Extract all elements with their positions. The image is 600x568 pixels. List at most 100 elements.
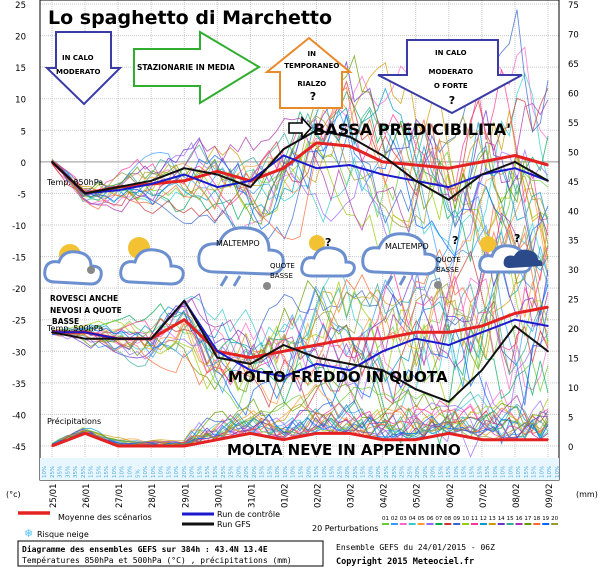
storm-cloud-icon: MALTEMPO QUOTE BASSE: [197, 226, 295, 290]
snow-risk-value: 20%: [190, 466, 196, 478]
annotation-quote2-line2: BASSE: [436, 266, 459, 274]
chart-title: Lo spaghetto di Marchetto: [48, 7, 332, 29]
series-point: [84, 331, 86, 334]
series-point: [381, 154, 384, 157]
series-point: [51, 445, 53, 447]
arrow-down-large-icon: IN CALO MODERATO O FORTE ?: [377, 39, 523, 115]
storm-cloud-icon-2: MALTEMPO ? QUOTE BASSE: [361, 232, 461, 289]
snow-risk-value: 25%: [392, 466, 398, 478]
series-point: [514, 438, 516, 441]
perturbation-number: 04: [409, 516, 416, 522]
y-right-tick-label: 55: [568, 119, 579, 129]
snow-risk-value: 15%: [299, 466, 305, 478]
y-right-tick-label: 65: [568, 60, 579, 70]
perturbation-line: [51, 225, 549, 379]
series-point: [381, 369, 384, 372]
series-point: [348, 337, 351, 340]
snow-risk-value: 10%: [516, 466, 522, 478]
annotation-arrow1-line1: IN CALO: [62, 54, 94, 62]
snow-risk-value: 10%: [322, 466, 328, 478]
x-tick-label: 06/02: [446, 484, 456, 509]
snow-risk-value: 25%: [384, 466, 390, 478]
series-point: [547, 350, 549, 353]
series-point: [216, 186, 219, 188]
perturbation-number: 14: [498, 516, 505, 522]
series-point: [84, 192, 86, 195]
series-point: [282, 350, 285, 353]
x-tick-label: 01/02: [280, 484, 290, 509]
annotation-arrow3-line4: ?: [310, 90, 316, 103]
annotation-rovesci-line2: NEVOSI A QUOTE: [50, 306, 122, 315]
series-line-precip: [51, 431, 548, 448]
series-point: [249, 369, 252, 372]
perturbation-line: [51, 277, 549, 404]
sun-cloud-icon: [119, 237, 185, 286]
perturbation-number: 11: [471, 516, 478, 522]
perturbation-number: 10: [462, 516, 469, 522]
series-point: [315, 356, 318, 359]
perturbation-number: 20: [551, 516, 558, 522]
legend-perturbations-label: 20 Perturbations: [312, 524, 378, 533]
snow-risk-value: 25%: [50, 466, 56, 478]
snow-risk-value: 5%: [135, 469, 141, 478]
x-tick-label: 04/02: [380, 484, 390, 509]
bassa-predicibilita: BASSA PREDICIBILITA': [288, 115, 511, 141]
y-right-tick-label: 30: [568, 266, 579, 276]
series-point: [117, 337, 119, 340]
snow-risk-value: 35%: [73, 466, 79, 478]
annotation-maltempo1: MALTEMPO: [216, 239, 260, 248]
snow-risk-value: 10%: [151, 466, 157, 478]
x-tick-label: 26/01: [82, 484, 92, 509]
series-point: [481, 331, 483, 334]
snow-risk-value: 20%: [244, 466, 250, 478]
snow-risk-value: 15%: [314, 466, 320, 478]
legend-mean-label: Moyenne des scénarios: [58, 512, 152, 522]
legend-snow-label: Risque neige: [37, 530, 89, 539]
series-point: [51, 331, 53, 334]
main-series: [50, 129, 549, 448]
series-point: [414, 180, 417, 182]
series-point: [448, 167, 450, 169]
snow-risk-value: 15%: [267, 466, 273, 478]
series-point: [183, 299, 186, 302]
perturbation-number: 09: [453, 516, 460, 522]
series-point: [414, 388, 417, 390]
snow-risk-value: 25%: [407, 466, 413, 478]
y-right-tick-label: 10: [568, 384, 579, 394]
snow-risk-value: 15%: [96, 466, 102, 478]
series-point: [315, 129, 318, 132]
snow-risk-value: 10%: [174, 466, 180, 478]
y-left-tick-label: -20: [12, 285, 26, 295]
series-point: [448, 186, 450, 188]
snow-risk-value: 10%: [508, 466, 514, 478]
y-left-tick-label: -30: [12, 348, 26, 358]
snow-risk-value: 20%: [345, 466, 351, 478]
snow-risk-value: 10%: [159, 466, 165, 478]
annotation-quote1-line1: QUOTE: [270, 262, 295, 270]
snow-risk-value: 25%: [229, 466, 235, 478]
series-point: [448, 198, 450, 201]
y-left-tick-label: 25: [15, 1, 26, 11]
snow-risk-value: 15%: [89, 466, 95, 478]
legend: Moyenne des scénarios Run de contrôle Ru…: [18, 509, 559, 540]
annotation-arrow4-line3: O FORTE: [434, 82, 468, 90]
snow-row-bg: [40, 458, 559, 480]
series-point: [381, 350, 384, 353]
x-tick-label: 05/02: [413, 484, 423, 509]
arrow-down-icon: IN CALO MODERATO: [44, 31, 123, 106]
x-tick-label: 27/01: [115, 484, 125, 509]
snow-risk-value: 10%: [547, 466, 553, 478]
panel-label-t500: Temp. 500hPa: [46, 324, 103, 333]
annotation-bassa: BASSA PREDICIBILITA': [313, 120, 511, 139]
series-point: [348, 432, 351, 435]
x-unit-right: (mm): [576, 490, 598, 499]
series-point: [183, 445, 186, 447]
series-point: [481, 161, 483, 163]
series-point: [282, 167, 285, 169]
series-point: [414, 164, 417, 166]
snow-risk-value: 20%: [306, 466, 312, 478]
snow-risk-value: 10%: [493, 466, 499, 478]
snow-risk-value: 15%: [462, 466, 468, 478]
series-point: [348, 164, 351, 166]
perturbation-line: [51, 114, 549, 267]
